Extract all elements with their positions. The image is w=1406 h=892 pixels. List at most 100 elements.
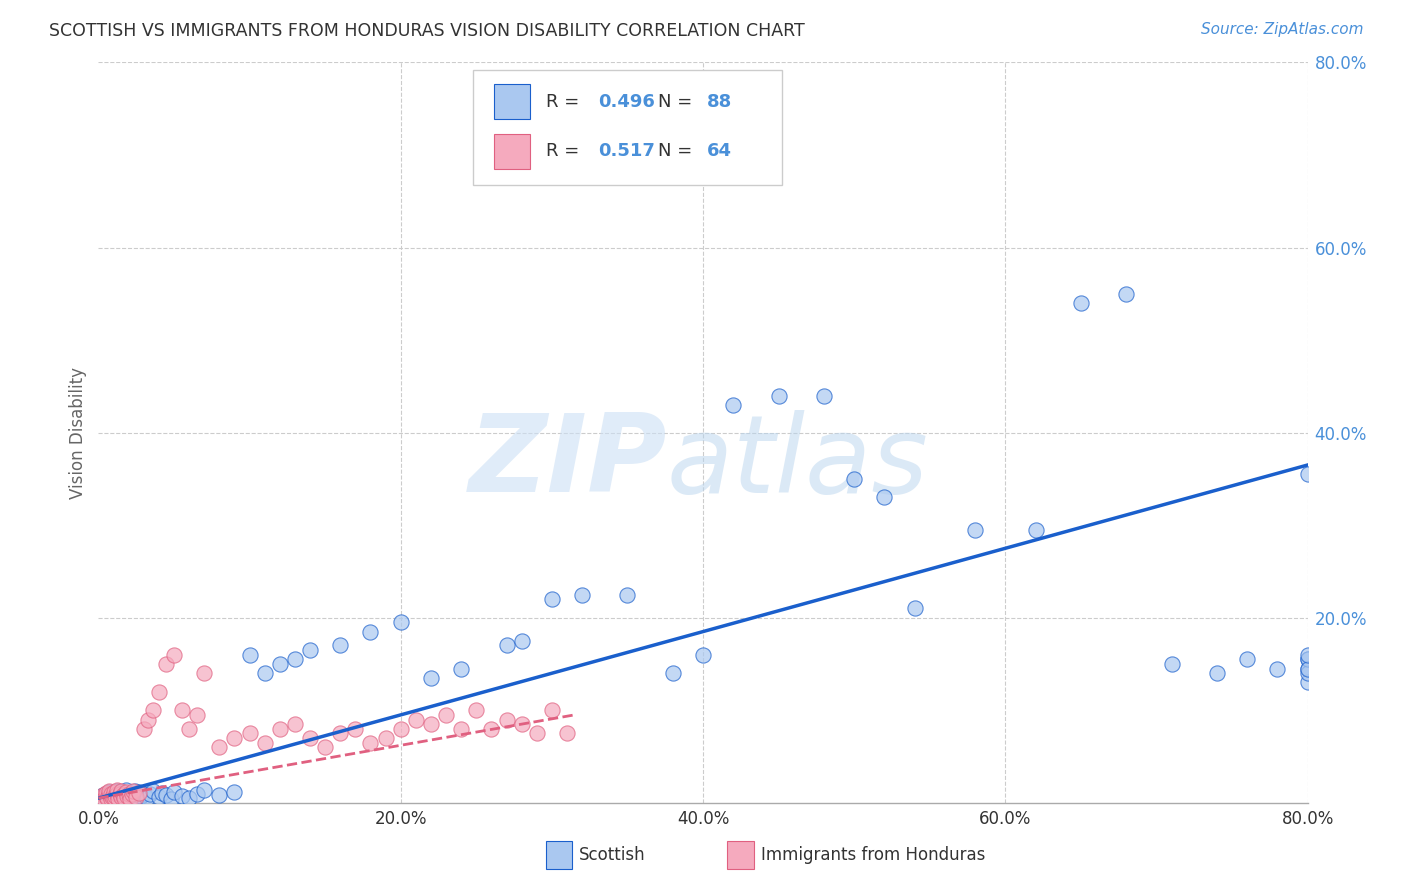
Point (148, 685, 170, 699)
Text: 0.496: 0.496 (598, 93, 655, 111)
Point (571, 588, 593, 602)
Point (186, 787, 208, 801)
Point (813, 388, 835, 402)
Point (90, 791, 112, 805)
Point (93, 792, 115, 806)
Point (1070, 296, 1092, 310)
Point (139, 788, 162, 802)
Point (239, 648, 262, 662)
Point (112, 787, 135, 801)
Text: 0.517: 0.517 (598, 143, 655, 161)
Point (124, 784, 146, 798)
Point (122, 788, 145, 802)
Point (104, 790, 127, 805)
Point (299, 643, 322, 657)
Point (329, 639, 352, 653)
Point (1296, 652, 1319, 666)
Point (170, 703, 193, 717)
Point (115, 789, 138, 804)
Point (965, 523, 987, 537)
Point (108, 787, 131, 801)
Point (344, 722, 367, 736)
Point (103, 785, 125, 799)
Point (100, 792, 122, 806)
Point (96, 791, 118, 805)
Point (1296, 675, 1319, 690)
Point (1296, 652, 1319, 666)
Text: 64: 64 (707, 143, 731, 161)
Point (155, 789, 177, 803)
Point (98, 785, 121, 799)
Point (170, 789, 193, 804)
Point (495, 713, 517, 727)
Point (526, 726, 548, 740)
Point (208, 789, 231, 803)
Point (314, 740, 336, 755)
Point (91, 789, 114, 803)
Point (105, 784, 128, 798)
Point (136, 713, 159, 727)
FancyBboxPatch shape (474, 70, 782, 185)
Point (98, 789, 121, 803)
Text: atlas: atlas (666, 409, 928, 515)
Point (374, 731, 396, 745)
Point (94, 786, 117, 800)
Point (135, 791, 157, 805)
Point (121, 788, 143, 802)
Point (1296, 467, 1319, 482)
Point (179, 722, 201, 736)
Text: Source: ZipAtlas.com: Source: ZipAtlas.com (1201, 22, 1364, 37)
Point (100, 791, 122, 805)
Point (100, 788, 122, 802)
Point (1296, 662, 1319, 676)
Point (450, 662, 472, 676)
Point (616, 588, 638, 602)
Point (94, 789, 117, 804)
Point (128, 786, 150, 800)
Point (120, 792, 142, 806)
FancyBboxPatch shape (494, 84, 530, 120)
Point (110, 784, 132, 798)
Point (96, 791, 118, 805)
Point (122, 784, 145, 798)
Text: Scottish: Scottish (578, 846, 645, 863)
Point (127, 789, 149, 803)
Point (253, 736, 276, 750)
Point (103, 791, 125, 805)
Point (101, 790, 124, 805)
Point (434, 707, 457, 722)
Point (555, 726, 578, 740)
Y-axis label: Vision Disability: Vision Disability (69, 367, 87, 499)
Point (118, 791, 141, 805)
Point (94, 790, 117, 805)
Point (179, 791, 201, 805)
Point (120, 787, 142, 801)
Point (160, 792, 183, 806)
Point (155, 657, 177, 671)
Point (253, 666, 276, 681)
Point (1296, 662, 1319, 676)
Point (495, 639, 517, 653)
Point (193, 782, 215, 797)
Point (163, 648, 186, 662)
Point (465, 703, 488, 717)
Point (148, 790, 170, 805)
Point (844, 472, 866, 486)
Point (105, 788, 128, 802)
Point (125, 792, 148, 806)
Text: R =: R = (546, 143, 585, 161)
Point (186, 707, 208, 722)
Point (121, 790, 143, 805)
Point (110, 785, 132, 799)
Point (481, 722, 503, 736)
Point (299, 731, 322, 745)
Point (1206, 666, 1229, 681)
Point (420, 717, 443, 731)
Point (1160, 657, 1182, 671)
Point (128, 785, 150, 799)
Point (692, 648, 714, 662)
Point (111, 789, 134, 803)
Point (1236, 652, 1258, 666)
Point (1024, 523, 1046, 537)
Point (1296, 666, 1319, 681)
